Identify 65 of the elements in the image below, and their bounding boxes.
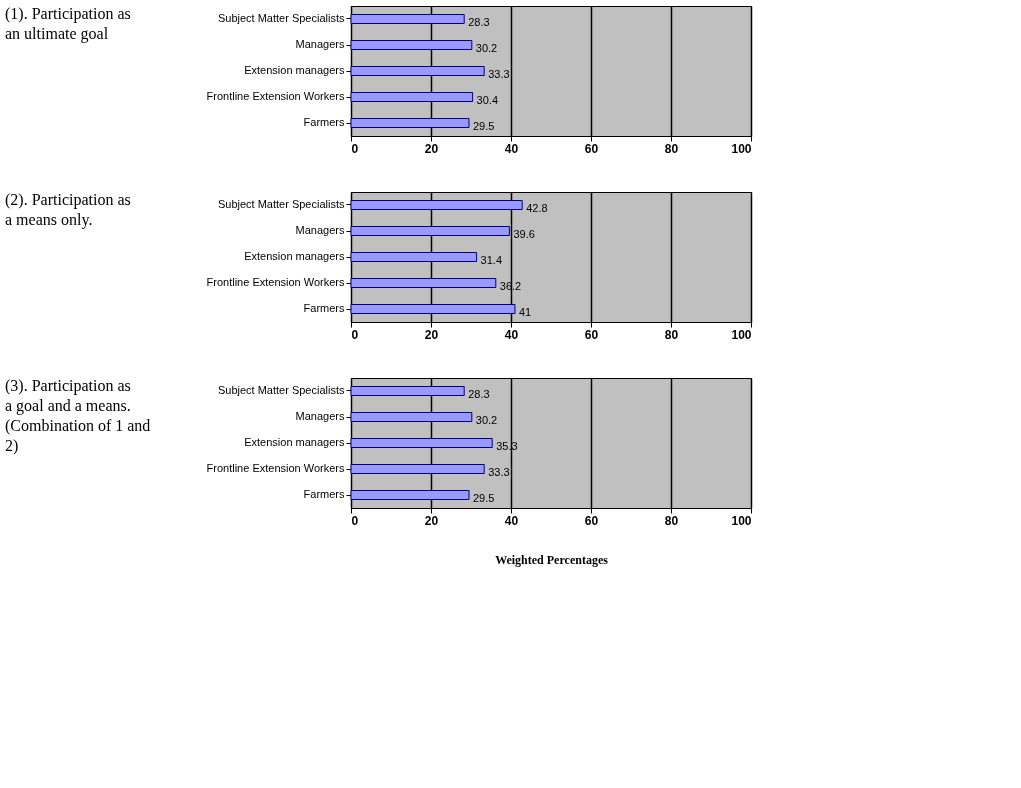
bar <box>350 252 478 262</box>
x-tick-label: 20 <box>424 513 439 528</box>
y-tick-label: Managers <box>295 38 345 50</box>
data-label: 29.5 <box>473 492 495 504</box>
x-tick-label: 20 <box>424 327 439 342</box>
bar <box>350 14 465 24</box>
bar <box>350 40 473 50</box>
data-label: 28.3 <box>468 388 490 400</box>
bar <box>350 92 474 102</box>
x-tick-label: 80 <box>664 141 679 156</box>
bar <box>350 490 470 500</box>
x-tick-label: 20 <box>424 141 439 156</box>
x-tick-label: 80 <box>664 513 679 528</box>
bar <box>350 226 510 236</box>
x-tick-label: 60 <box>584 513 599 528</box>
x-tick-label: 0 <box>351 141 359 156</box>
x-tick-label: 0 <box>351 513 359 528</box>
bar <box>350 438 493 448</box>
y-tick-label: Farmers <box>303 488 345 500</box>
x-tick-label: 40 <box>504 327 519 342</box>
x-tick-label: 40 <box>504 513 519 528</box>
x-tick-label: 0 <box>351 327 359 342</box>
data-label: 41 <box>519 306 532 318</box>
x-tick-label: 60 <box>584 327 599 342</box>
x-tick-label: 100 <box>731 141 752 156</box>
text: (2). Participation as a means only. <box>5 191 131 229</box>
data-label: 30.4 <box>476 94 499 106</box>
data-label: 39.6 <box>513 228 535 240</box>
data-label: 29.5 <box>473 120 495 132</box>
bar <box>350 464 485 474</box>
y-tick-label: Frontline Extension Workers <box>206 90 345 102</box>
bar <box>350 200 523 210</box>
text: (3). Participation as a goal and a means. (Combination of 1 and 2) <box>5 377 151 455</box>
bar <box>350 278 497 288</box>
y-tick-label: Extension managers <box>244 64 345 76</box>
x-tick-label: 100 <box>731 513 752 528</box>
bar <box>350 304 516 314</box>
x-axis-title: Weighted Percentages <box>495 552 609 567</box>
text: (1). Participation as an ultimate goal <box>5 5 131 43</box>
y-tick-label: Extension managers <box>244 250 345 262</box>
data-label: 33.3 <box>488 466 510 478</box>
y-tick-label: Extension managers <box>244 436 345 448</box>
y-tick-label: Frontline Extension Workers <box>206 462 345 474</box>
x-tick-label: 80 <box>664 327 679 342</box>
bar <box>350 412 473 422</box>
x-tick-label: 60 <box>584 141 599 156</box>
bar <box>350 386 465 396</box>
data-label: 42.8 <box>526 202 548 214</box>
x-tick-label: 100 <box>731 327 752 342</box>
data-label: 31.4 <box>480 254 503 266</box>
data-label: 30.2 <box>475 42 498 54</box>
y-tick-label: Farmers <box>303 116 345 128</box>
y-tick-label: Farmers <box>303 302 345 314</box>
x-tick-label: 40 <box>504 141 519 156</box>
y-tick-label: Subject Matter Specialists <box>217 198 345 210</box>
data-label: 33.3 <box>488 68 510 80</box>
data-label: 30.2 <box>475 414 498 426</box>
y-tick-label: Subject Matter Specialists <box>217 12 345 24</box>
bar <box>350 66 485 76</box>
y-tick-label: Frontline Extension Workers <box>206 276 345 288</box>
bar <box>350 118 470 128</box>
y-tick-label: Subject Matter Specialists <box>217 384 345 396</box>
y-tick-label: Managers <box>295 410 345 422</box>
data-label: 28.3 <box>468 16 490 28</box>
y-tick-label: Managers <box>295 224 345 236</box>
